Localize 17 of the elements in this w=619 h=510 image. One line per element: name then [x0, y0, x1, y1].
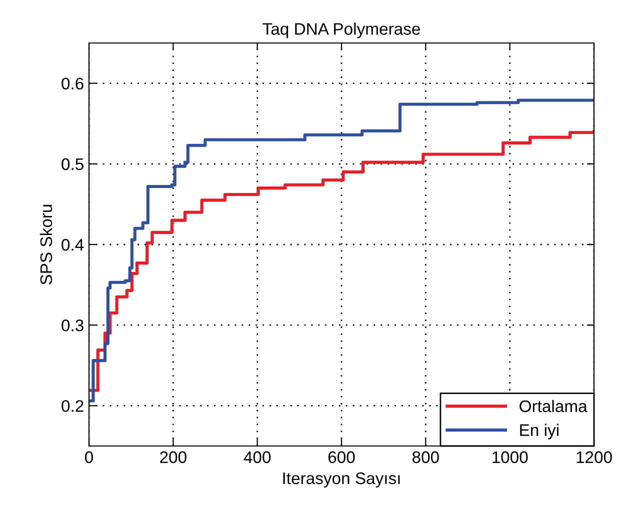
legend-label: Ortalama — [520, 400, 588, 412]
x-axis-title: Iterasyon Sayısı — [283, 472, 400, 488]
y-tick-label: 0.5 — [62, 158, 84, 170]
y-tick-label: 0.2 — [62, 400, 84, 412]
chart-title: Taq DNA Polymerase — [262, 22, 420, 38]
legend-label: En iyi — [520, 424, 558, 440]
y-tick-label: 0.6 — [62, 78, 84, 90]
y-axis-title: SPS Skoru — [40, 204, 52, 284]
y-tick-label: 0.4 — [62, 238, 84, 251]
x-tick-label: 600 — [328, 451, 355, 464]
x-tick-label: 0 — [85, 451, 93, 464]
x-tick-label: 1000 — [492, 451, 528, 464]
x-tick-label: 1200 — [576, 451, 612, 464]
x-tick-label: 200 — [160, 451, 186, 464]
x-tick-label: 800 — [412, 451, 439, 464]
y-tick-label: 0.3 — [62, 320, 84, 332]
x-tick-label: 400 — [244, 451, 271, 464]
